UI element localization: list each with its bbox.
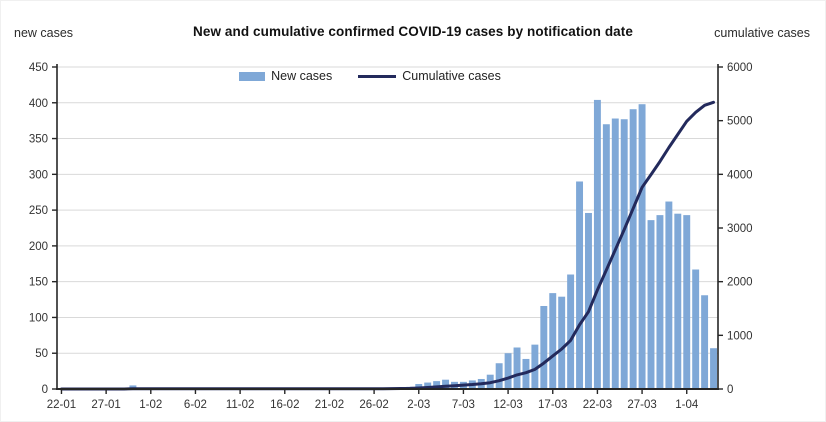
bar-new-cases xyxy=(620,119,628,389)
right-tick-label: 4000 xyxy=(727,169,753,181)
legend-label-cumulative-cases: Cumulative cases xyxy=(402,69,501,83)
left-axis-title: new cases xyxy=(14,26,74,40)
legend-label-new-cases: New cases xyxy=(271,69,333,83)
bar-new-cases xyxy=(674,213,682,389)
legend-item-new-cases: New cases xyxy=(239,69,332,83)
bar-new-cases xyxy=(602,124,610,389)
bar-new-cases xyxy=(504,353,512,389)
right-tick-label: 2000 xyxy=(727,277,753,289)
x-tick-label: 7-03 xyxy=(452,399,475,411)
x-tick-label: 12-03 xyxy=(493,399,522,411)
cumulative-cases-swatch-icon xyxy=(358,74,397,78)
left-tick-label: 300 xyxy=(29,169,48,181)
x-tick-label: 21-02 xyxy=(315,399,344,411)
bar-new-cases xyxy=(433,381,441,389)
bar-new-cases xyxy=(710,348,717,389)
bar-new-cases xyxy=(424,382,432,389)
left-tick-label: 450 xyxy=(29,62,48,74)
right-tick-label: 5000 xyxy=(727,116,753,128)
left-tick-label: 350 xyxy=(29,134,48,146)
x-tick-label: 22-01 xyxy=(47,399,76,411)
bar-new-cases xyxy=(531,344,539,389)
bar-new-cases xyxy=(415,383,423,389)
bar-new-cases xyxy=(585,212,592,389)
right-axis-title: cumulative cases xyxy=(714,26,810,40)
x-tick-label: 16-02 xyxy=(270,399,299,411)
right-tick-label: 3000 xyxy=(727,223,753,235)
left-tick-label: 150 xyxy=(29,277,48,289)
x-tick-label: 11-02 xyxy=(226,399,255,411)
x-tick-label: 27-01 xyxy=(91,399,120,411)
x-tick-label: 1-02 xyxy=(139,399,162,411)
bar-new-cases xyxy=(611,118,619,390)
bar-new-cases xyxy=(593,99,601,389)
x-tick-label: 27-03 xyxy=(627,399,656,411)
x-tick-label: 2-03 xyxy=(407,399,430,411)
left-tick-label: 50 xyxy=(35,348,48,360)
x-tick-label: 26-02 xyxy=(359,399,388,411)
bar-new-cases xyxy=(576,181,584,389)
bar-new-cases xyxy=(665,201,673,389)
new-cases-swatch-icon xyxy=(239,71,266,81)
left-tick-label: 0 xyxy=(42,384,48,396)
bar-new-cases xyxy=(540,305,548,389)
legend-item-cumulative-cases: Cumulative cases xyxy=(358,69,501,83)
bar-new-cases xyxy=(549,293,557,389)
x-tick-label: 22-03 xyxy=(583,399,612,411)
chart-legend: New cases Cumulative cases xyxy=(0,66,740,86)
bar-new-cases xyxy=(683,215,691,389)
chart-title: New and cumulative confirmed COVID-19 ca… xyxy=(192,24,633,39)
left-tick-label: 400 xyxy=(29,98,48,110)
bar-new-cases xyxy=(638,104,646,389)
bar-new-cases xyxy=(442,379,450,389)
bar-new-cases xyxy=(656,215,664,389)
x-tick-label: 17-03 xyxy=(538,399,567,411)
bar-new-cases xyxy=(567,274,575,389)
right-tick-label: 1000 xyxy=(727,330,753,342)
bar-new-cases xyxy=(513,347,521,389)
right-tick-label: 0 xyxy=(727,384,733,396)
bar-new-cases xyxy=(692,269,700,389)
bar-new-cases xyxy=(495,363,503,389)
x-tick-label: 6-02 xyxy=(184,399,207,411)
x-tick-label: 1-04 xyxy=(675,399,699,411)
bar-new-cases xyxy=(629,109,637,390)
left-tick-label: 250 xyxy=(29,205,48,217)
bar-new-cases xyxy=(558,296,566,389)
bar-new-cases xyxy=(647,220,655,389)
bar-new-cases xyxy=(701,295,709,389)
right-tick-label: 6000 xyxy=(727,62,753,74)
left-tick-label: 200 xyxy=(29,241,48,253)
left-tick-label: 100 xyxy=(29,312,48,324)
